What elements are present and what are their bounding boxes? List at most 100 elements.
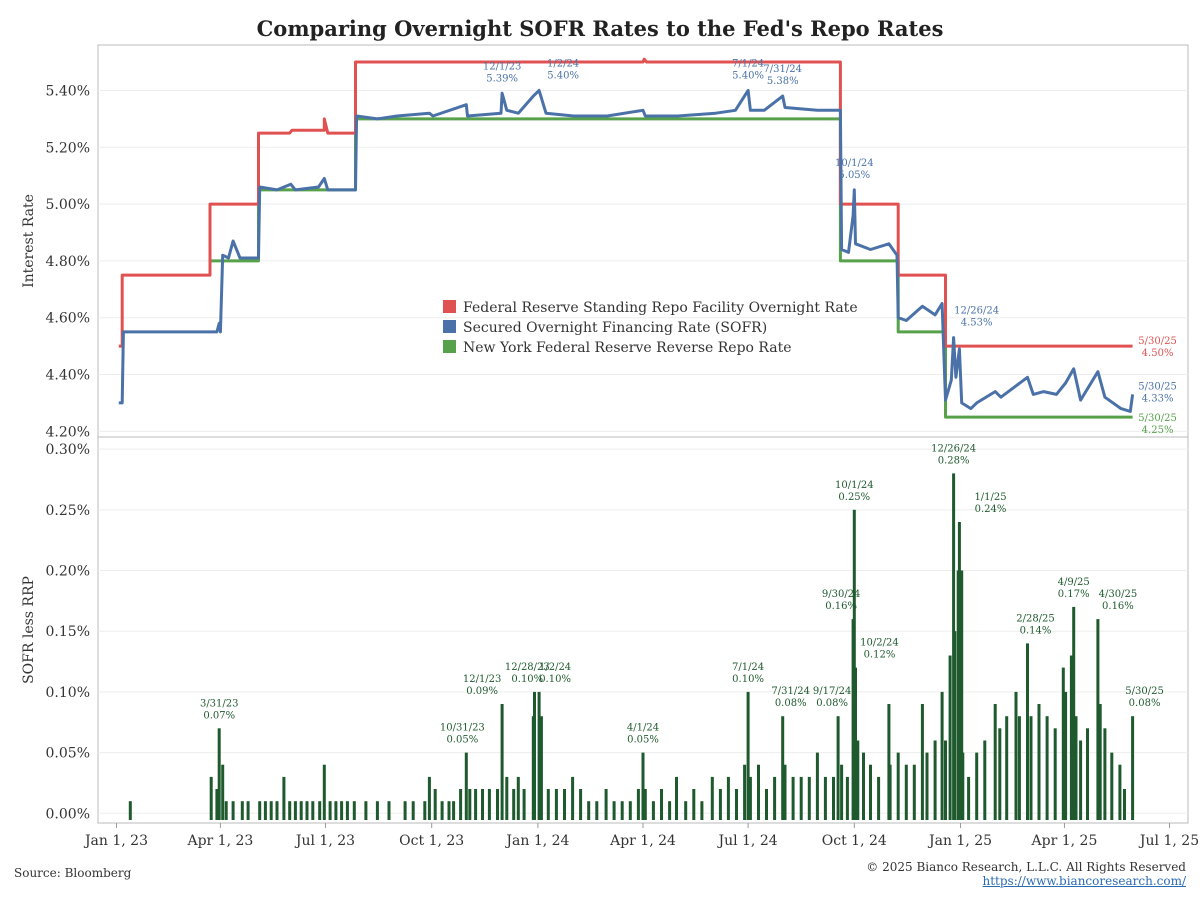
annotation-date-label: 9/17/24 <box>813 686 852 697</box>
annotation-date-label: 12/28/23 <box>505 662 550 673</box>
y-tick-label: 5.40% <box>46 83 90 99</box>
annotation-value-label: 5.40% <box>732 70 764 81</box>
annotation-value-label: 0.10% <box>511 674 543 685</box>
x-axis-ticks: Jan 1, 23 Apr 1, 23 Jul 1, 23 Oct 1, 23 Jan … <box>83 823 1199 849</box>
spread-bar <box>854 667 857 820</box>
annotation-value-label: 5.05% <box>838 170 870 181</box>
annotation-date-label: 5/30/25 <box>1138 336 1177 347</box>
annotation-value-label: 0.17% <box>1058 589 1090 600</box>
annotation-date-label: 12/26/24 <box>954 306 999 317</box>
annotation-date-label: 2/28/25 <box>1016 613 1055 624</box>
x-tick-label: Jan 1, 24 <box>504 833 569 849</box>
spread-bar <box>318 801 322 820</box>
spread-bar <box>474 789 478 820</box>
spread-bar <box>1123 789 1126 820</box>
y-tick-label: 5.20% <box>46 140 90 156</box>
spread-bar <box>940 691 944 820</box>
y-tick-label: 0.15% <box>46 624 90 640</box>
spread-bar <box>748 776 752 820</box>
spread-bar <box>692 789 696 820</box>
spread-bar <box>743 764 747 820</box>
x-tick-label: Oct 1, 23 <box>399 833 464 849</box>
spread-bar <box>403 801 407 820</box>
spread-bars <box>128 473 1135 820</box>
spread-bar <box>452 801 456 820</box>
spread-bar <box>925 752 929 820</box>
annotation-value-label: 0.25% <box>838 492 870 503</box>
bottom-panel-y-ticks: 0.00% 0.05% 0.10% 0.15% 0.20% 0.25% 0.30% <box>46 442 90 822</box>
spread-bar <box>522 789 526 820</box>
annotation-value-label: 0.08% <box>1129 698 1161 709</box>
x-tick-label: Jan 1, 23 <box>83 833 148 849</box>
spread-bar <box>746 691 750 820</box>
x-tick-label: Jan 1, 25 <box>927 833 992 849</box>
spread-bar <box>651 801 655 820</box>
spread-bar <box>710 776 714 820</box>
spread-bar <box>364 801 368 820</box>
legend-label-rrp: New York Federal Reserve Reverse Repo Ra… <box>463 340 792 356</box>
annotation-value-label: 0.08% <box>775 698 807 709</box>
spread-bar <box>128 801 132 820</box>
x-tick-label: Jul 1, 23 <box>294 833 355 849</box>
spread-bar <box>345 801 349 820</box>
spread-bar <box>487 789 491 820</box>
spread-bar <box>675 776 678 820</box>
annotation-value-label: 0.05% <box>627 735 659 746</box>
spread-bar <box>700 801 704 820</box>
spread-bar <box>668 801 672 820</box>
y-tick-label: 5.00% <box>46 197 90 213</box>
spread-bar <box>554 789 558 820</box>
annotation-value-label: 0.24% <box>975 504 1007 515</box>
spread-bar <box>757 764 760 820</box>
legend-swatch-repo <box>443 300 456 313</box>
spread-bar <box>845 776 849 820</box>
annotation-value-label: 4.53% <box>961 318 993 329</box>
annotation-value-label: 0.28% <box>938 455 970 466</box>
spread-bar <box>836 716 840 820</box>
spread-bar <box>1014 691 1018 820</box>
spread-bar <box>961 752 965 820</box>
legend-label-sofr: Secured Overnight Financing Rate (SOFR) <box>463 320 767 336</box>
spread-bar <box>823 776 827 820</box>
spread-bar <box>604 789 608 820</box>
annotation-date-label: 10/31/23 <box>440 723 485 734</box>
y-tick-label: 4.60% <box>46 311 90 327</box>
spread-bar <box>1053 728 1057 820</box>
annotation-date-label: 10/1/24 <box>835 158 874 169</box>
top-panel-y-axis-label: Interest Rate <box>21 194 37 288</box>
spread-bar <box>512 789 516 820</box>
annotation-date-label: 12/26/24 <box>931 443 976 454</box>
spread-bar <box>612 801 616 820</box>
spread-bar <box>1118 764 1122 820</box>
spread-bar <box>481 789 484 820</box>
plot-frame <box>97 44 1189 824</box>
annotation-date-label: 10/2/24 <box>860 638 899 649</box>
spread-bar <box>464 752 468 820</box>
bottom-panel-annotations: 3/31/230.07%10/31/230.05%12/1/230.09%12/… <box>200 443 1164 745</box>
spread-bar <box>447 801 451 820</box>
annotation-date-label: 1/2/24 <box>539 662 571 673</box>
spread-bar <box>275 801 279 820</box>
repo-series-line <box>118 57 1133 348</box>
spread-bar <box>1069 655 1073 820</box>
spread-bar <box>288 801 292 820</box>
source-note: Source: Bloomberg <box>14 866 132 880</box>
annotation-value-label: 0.16% <box>825 601 857 612</box>
spread-bar <box>957 522 961 820</box>
annotation-date-label: 12/1/23 <box>483 61 522 72</box>
spread-bar <box>948 655 952 820</box>
spread-bar <box>636 789 640 820</box>
spread-bar <box>1103 728 1107 820</box>
plot-border <box>97 44 1189 824</box>
spread-bar <box>209 776 213 820</box>
rate-lines <box>118 57 1135 419</box>
website-link[interactable]: https://www.biancoresearch.com/ <box>982 874 1186 888</box>
spread-bar <box>1131 716 1135 820</box>
annotation-value-label: 0.12% <box>864 650 896 661</box>
x-tick-label: Jul 1, 24 <box>716 833 777 849</box>
y-tick-label: 0.20% <box>46 564 90 580</box>
spread-bar <box>684 801 688 820</box>
legend: Federal Reserve Standing Repo Facility O… <box>443 300 858 356</box>
x-tick-label: Apr 1, 24 <box>609 833 676 849</box>
spread-bar <box>579 789 583 820</box>
